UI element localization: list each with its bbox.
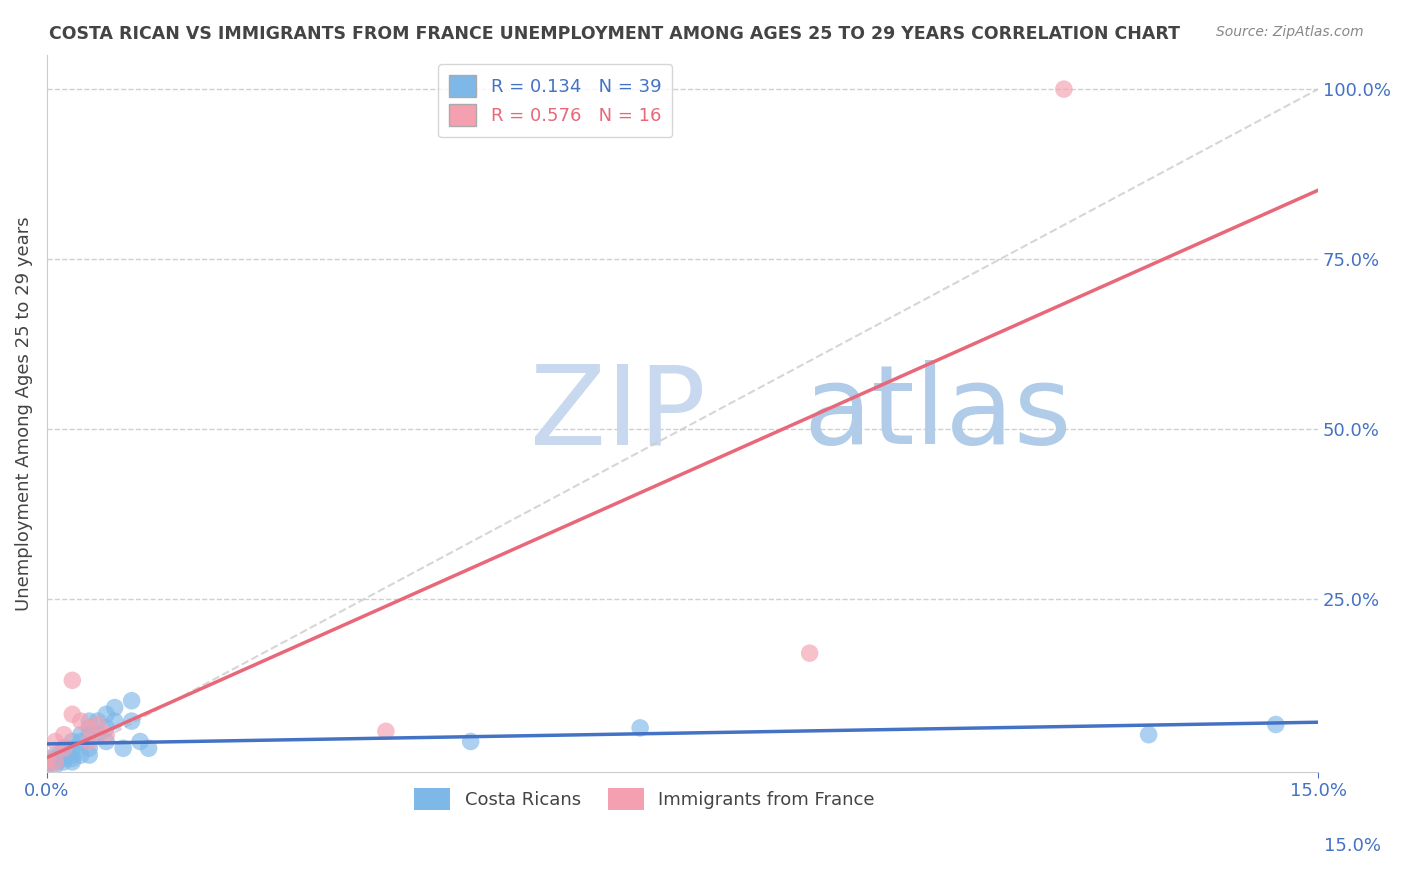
Legend: Costa Ricans, Immigrants from France: Costa Ricans, Immigrants from France: [406, 780, 882, 817]
Point: [35, 758, 58, 772]
Point: [60, 707, 83, 722]
Point: [60, 673, 83, 688]
Point: [69, 748, 91, 763]
Point: [35, 758, 58, 772]
Point: [87, 717, 110, 731]
Text: atlas: atlas: [803, 360, 1071, 467]
Point: [60, 755, 83, 769]
Point: [77, 728, 100, 742]
Point: [52, 741, 75, 756]
Point: [77, 721, 100, 735]
Point: [460, 734, 482, 748]
Point: [60, 748, 83, 763]
Point: [44, 758, 66, 772]
Point: [1264, 717, 1286, 731]
Point: [129, 734, 152, 748]
Point: [44, 755, 66, 769]
Point: [77, 748, 100, 763]
Point: [52, 741, 75, 756]
Point: [60, 741, 83, 756]
Point: [52, 755, 75, 769]
Point: [69, 728, 91, 742]
Point: [69, 714, 91, 728]
Point: [87, 714, 110, 728]
Text: Source: ZipAtlas.com: Source: ZipAtlas.com: [1216, 25, 1364, 39]
Y-axis label: Unemployment Among Ages 25 to 29 years: Unemployment Among Ages 25 to 29 years: [15, 216, 32, 611]
Point: [628, 721, 651, 735]
Point: [1137, 728, 1160, 742]
Point: [60, 734, 83, 748]
Point: [44, 748, 66, 763]
Point: [77, 714, 100, 728]
Point: [44, 751, 66, 765]
Point: [104, 714, 127, 728]
Point: [77, 734, 100, 748]
Text: COSTA RICAN VS IMMIGRANTS FROM FRANCE UNEMPLOYMENT AMONG AGES 25 TO 29 YEARS COR: COSTA RICAN VS IMMIGRANTS FROM FRANCE UN…: [49, 25, 1180, 43]
Point: [77, 721, 100, 735]
Point: [96, 707, 118, 722]
Point: [121, 714, 143, 728]
Point: [121, 694, 143, 708]
Point: [77, 741, 100, 756]
Point: [96, 721, 118, 735]
Point: [87, 728, 110, 742]
Point: [52, 728, 75, 742]
Point: [799, 646, 821, 660]
Point: [69, 734, 91, 748]
Point: [35, 755, 58, 769]
Point: [52, 748, 75, 763]
Text: ZIP: ZIP: [530, 360, 706, 467]
Point: [44, 734, 66, 748]
Point: [104, 700, 127, 714]
Point: [60, 751, 83, 765]
Point: [1053, 82, 1076, 96]
Point: [52, 751, 75, 765]
Text: 15.0%: 15.0%: [1324, 837, 1381, 855]
Point: [112, 741, 135, 756]
Point: [96, 734, 118, 748]
Point: [138, 741, 160, 756]
Point: [96, 728, 118, 742]
Point: [44, 755, 66, 769]
Point: [374, 724, 396, 739]
Point: [35, 751, 58, 765]
